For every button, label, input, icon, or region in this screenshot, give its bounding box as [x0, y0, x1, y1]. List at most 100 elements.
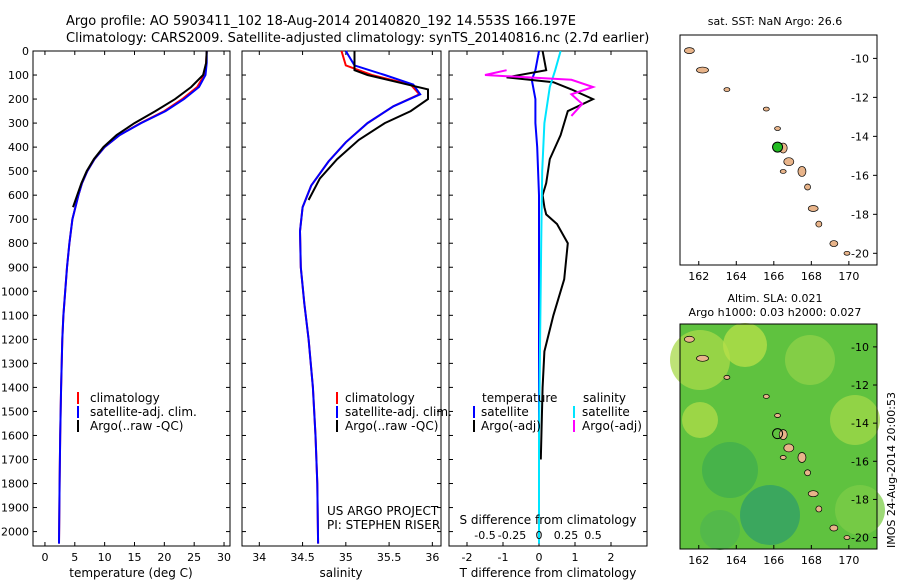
series-line-satellite-adj-clim- [298, 50, 422, 544]
map-y-tick-label: -14 [851, 417, 869, 430]
y-tick-label: 2000 [1, 526, 29, 539]
difference-legend-t-argo: Argo(-adj) [481, 419, 541, 433]
map-y-tick-label: -18 [851, 208, 869, 221]
map-x-tick-label: 164 [726, 554, 747, 567]
secondary-x-tick-label: 0.25 [554, 529, 579, 542]
temperature-lines [58, 50, 208, 544]
island-shape [804, 183, 811, 191]
argo-position-marker [772, 141, 784, 153]
x-tick-label: 10 [98, 551, 112, 564]
map-y-tick-label: -12 [851, 91, 869, 104]
sst-map-x-ticks: 162 164 166 168 170 [688, 261, 859, 283]
x-tick-label: 34.5 [290, 551, 315, 564]
x-tick-label: 0 [41, 551, 48, 564]
x-tick-label: 2 [608, 551, 615, 564]
salinity-axes-box [241, 50, 442, 547]
sla-map: Altim. SLA: 0.021 Argo h1000: 0.03 h2000… [670, 292, 885, 567]
salinity-legend-argo: Argo(..raw -QC) [345, 419, 438, 433]
difference-legend-t-satellite: satellite [481, 405, 529, 419]
difference-legend-s-satellite: satellite [582, 405, 630, 419]
sst-map-title: sat. SST: NaN Argo: 26.6 [708, 15, 842, 28]
series-line-argo-raw-qc- [72, 50, 208, 208]
map-x-tick-label: 162 [688, 554, 709, 567]
temperature-xlabel: temperature (deg C) [69, 566, 192, 580]
map-x-tick-label: 166 [763, 270, 784, 283]
x-tick-label: 30 [217, 551, 231, 564]
x-tick-label: -2 [462, 551, 473, 564]
map-y-tick-label: -20 [851, 247, 869, 260]
map-y-tick-label: -18 [851, 493, 869, 506]
secondary-x-tick-label: -0.5 [474, 529, 495, 542]
temperature-legend: climatology satellite-adj. clim. Argo(..… [77, 391, 197, 433]
difference-panel: -2 -1 0 1 2 T difference from climatology S … [448, 50, 648, 580]
salinity-legend-satellite: satellite-adj. clim. [345, 405, 452, 419]
sst-map-islands [684, 47, 851, 256]
y-tick-label: 1100 [1, 309, 29, 322]
sla-anomaly-patch [835, 485, 885, 535]
header-line1: Argo profile: AO 5903411_102 18-Aug-2014… [66, 14, 576, 29]
x-tick-label: 20 [157, 551, 171, 564]
project-text: US ARGO PROJECT [327, 504, 439, 518]
island-shape [684, 47, 695, 54]
series-line-satellite [530, 50, 540, 544]
difference-lines [484, 50, 597, 544]
island-shape [779, 455, 787, 460]
x-tick-label: 0 [536, 551, 543, 564]
sla-map-title1: Altim. SLA: 0.021 [727, 292, 822, 305]
salinity-legend: climatology satellite-adj. clim. Argo(..… [336, 391, 452, 433]
sst-map: sat. SST: NaN Argo: 26.6 162 164 166 168 170… [679, 15, 878, 283]
map-y-tick-label: -20 [851, 532, 869, 545]
y-tick-label: 1200 [1, 333, 29, 346]
island-shape [723, 375, 731, 380]
sla-anomaly-patch [830, 395, 880, 445]
island-shape [807, 205, 819, 212]
island-shape [804, 469, 811, 477]
y-tick-label: 500 [8, 165, 29, 178]
x-tick-label: 15 [127, 551, 141, 564]
x-tick-label: 35 [339, 551, 353, 564]
x-tick-label: 36 [425, 551, 439, 564]
y-tick-label: 600 [8, 189, 29, 202]
island-shape [843, 250, 851, 256]
y-tick-label: 1600 [1, 429, 29, 442]
y-tick-label: 0 [22, 45, 29, 58]
temperature-x-ticks: 0 5 10 15 20 25 30 [41, 51, 231, 564]
sla-map-x-ticks: 162 164 166 168 170 [688, 545, 859, 567]
y-tick-label: 800 [8, 237, 29, 250]
y-tick-label: 100 [8, 69, 29, 82]
island-shape [783, 157, 795, 167]
x-tick-label: 25 [187, 551, 201, 564]
island-shape [762, 106, 770, 112]
temperature-panel: 0100200300400500600700800900100011001200… [1, 45, 231, 580]
pi-text: PI: STEPHEN RISER [327, 518, 440, 532]
sla-anomaly-patch [682, 402, 718, 438]
island-shape [807, 490, 819, 498]
map-y-tick-label: -10 [851, 341, 869, 354]
x-tick-label: 5 [71, 551, 78, 564]
secondary-x-tick-label: 0 [536, 529, 543, 542]
y-tick-label: 700 [8, 213, 29, 226]
map-y-tick-label: -14 [851, 130, 869, 143]
temperature-legend-satellite: satellite-adj. clim. [90, 405, 197, 419]
sst-map-y-ticks: -10 -12 -14 -16 -18 -20 [851, 52, 877, 260]
sla-anomaly-patch [700, 510, 740, 550]
salinity-x-ticks: 34 34.5 35 35.5 36 [252, 51, 439, 564]
y-tick-label: 1800 [1, 478, 29, 491]
map-x-tick-label: 170 [838, 554, 859, 567]
map-x-tick-label: 168 [801, 554, 822, 567]
map-y-tick-label: -12 [851, 379, 869, 392]
x-tick-label: -1 [498, 551, 509, 564]
y-tick-label: 400 [8, 141, 29, 154]
temperature-axes-box [32, 50, 231, 547]
secondary-x-tick-label: -0.25 [498, 529, 526, 542]
map-y-tick-label: -16 [851, 169, 869, 182]
y-tick-label: 1500 [1, 405, 29, 418]
sst-map-frame [679, 34, 878, 266]
y-tick-label: 300 [8, 117, 29, 130]
salinity-xlabel: salinity [319, 566, 362, 580]
argo-position-marker-sla [772, 428, 784, 440]
difference-x-ticks: -2 -1 0 1 2 [462, 51, 615, 564]
series-line-satellite [538, 50, 562, 544]
map-x-tick-label: 168 [801, 270, 822, 283]
